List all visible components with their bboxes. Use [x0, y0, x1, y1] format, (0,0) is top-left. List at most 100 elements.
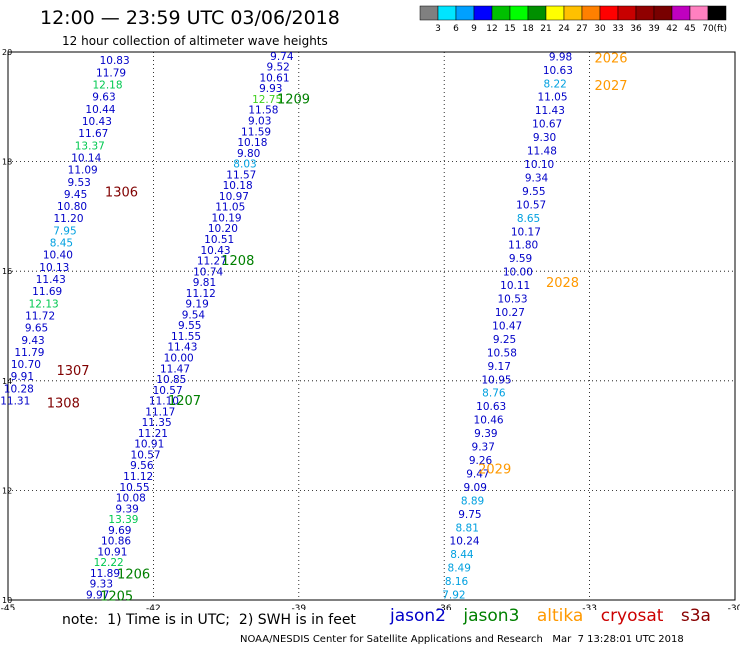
wave-height-value: 9.63	[92, 92, 115, 104]
wave-height-value: 9.47	[466, 468, 489, 480]
wave-height-value: 10.43	[82, 116, 112, 128]
wave-height-value: 12.18	[92, 80, 122, 92]
wave-height-value: 10.80	[57, 201, 87, 213]
wave-height-value: 10.83	[100, 55, 130, 67]
wave-height-value: 9.19	[185, 299, 208, 311]
wave-height-value: 10.28	[4, 383, 34, 395]
x-tick-label: -42	[146, 604, 161, 610]
x-tick-label: -30	[728, 604, 740, 610]
wave-height-value: 9.54	[182, 309, 206, 321]
y-tick-label: 12	[2, 486, 12, 495]
colorbar-label: 30	[594, 24, 606, 34]
wave-height-value: 9.43	[21, 335, 44, 347]
wave-height-value: 9.33	[90, 579, 113, 591]
wave-height-value: 7.92	[442, 590, 465, 602]
wave-height-colorbar: 3 6 9 12 15 18 21 24 27 30 33 36 39 42 45 70 (ft)	[419, 5, 727, 34]
wave-height-value: 7.95	[53, 225, 76, 237]
wave-height-value: 9.75	[458, 509, 481, 521]
wave-height-value: 11.58	[248, 105, 278, 117]
wave-height-value: 10.18	[237, 137, 267, 149]
colorbar-label: 70	[702, 24, 714, 34]
track-id-label: 1205	[100, 590, 133, 605]
page-subtitle: 12 hour collection of altimeter wave hei…	[62, 34, 328, 48]
track-id-label: 1308	[47, 397, 80, 412]
legend-jason3: jason3	[463, 606, 520, 626]
y-tick-label: 14	[2, 377, 12, 386]
wave-height-value: 9.09	[464, 482, 487, 494]
wave-height-value: 13.39	[108, 514, 138, 526]
colorbar-label: 15	[504, 24, 515, 34]
wave-height-value: 10.47	[492, 320, 522, 332]
wave-height-value: 10.40	[43, 250, 73, 262]
wave-height-value: 11.59	[241, 126, 271, 138]
wave-height-value: 9.91	[11, 371, 34, 383]
track-id-label: 1206	[117, 568, 150, 583]
x-tick-label: -39	[291, 604, 306, 610]
wave-height-value: 11.09	[68, 165, 98, 177]
y-tick-label: 10	[2, 596, 12, 605]
wave-height-value: 11.80	[508, 240, 538, 252]
wave-height-value: 13.37	[75, 140, 105, 152]
wave-height-value: 10.18	[223, 180, 253, 192]
wave-height-value: 10.44	[85, 104, 115, 116]
wave-height-value: 11.89	[90, 568, 120, 580]
wave-height-value: 11.79	[96, 67, 126, 79]
wave-height-value: 10.85	[156, 374, 186, 386]
wave-height-value: 10.97	[219, 191, 249, 203]
colorbar-label: 39	[648, 24, 660, 34]
legend-cryosat: cryosat	[600, 606, 664, 626]
wave-height-value: 9.80	[237, 148, 260, 160]
colorbar-label: 33	[612, 24, 623, 34]
wave-height-value: 8.45	[50, 238, 73, 250]
x-tick-label: -36	[437, 604, 452, 610]
wave-height-value: 9.39	[115, 503, 138, 515]
colorbar-label: 21	[540, 24, 551, 34]
wave-height-value: 11.21	[138, 428, 168, 440]
wave-height-value: 10.08	[116, 493, 146, 505]
wave-height-value: 8.76	[482, 388, 506, 400]
wave-height-value: 10.46	[474, 415, 504, 427]
wave-height-value: 11.72	[25, 310, 55, 322]
wave-height-value: 9.69	[108, 525, 131, 537]
track-id-label: 2026	[594, 51, 627, 66]
wave-height-value: 12.22	[94, 557, 124, 569]
wave-height-value: 8.49	[448, 563, 471, 575]
colorbar-label: 24	[558, 24, 570, 34]
wave-height-value: 11.12	[186, 288, 216, 300]
wave-height-value: 9.55	[178, 320, 201, 332]
legend-s3a: s3a	[680, 606, 711, 626]
wave-height-value: 11.69	[32, 286, 62, 298]
wave-height-value: 10.10	[524, 159, 554, 171]
wave-height-value: 10.57	[516, 199, 546, 211]
wave-height-value: 10.67	[532, 119, 562, 131]
track-id-label: 2027	[594, 79, 627, 94]
track-id-label: 2029	[478, 462, 511, 477]
wave-height-value: 8.44	[450, 549, 474, 561]
wave-height-value: 11.05	[215, 202, 245, 214]
colorbar-label: 42	[666, 24, 677, 34]
wave-height-value: 9.74	[270, 51, 294, 63]
wave-height-value: 10.14	[71, 152, 101, 164]
x-tick-label: -45	[1, 604, 16, 610]
wave-height-value: 8.22	[543, 78, 566, 90]
wave-height-value: 10.91	[97, 546, 127, 558]
track-id-label: 1209	[277, 93, 310, 108]
wave-height-value: 11.12	[123, 471, 153, 483]
colorbar-label: 12	[486, 24, 497, 34]
wave-height-value: 11.10	[149, 396, 179, 408]
plot-frame	[7, 51, 736, 601]
y-tick-label: 16	[2, 267, 12, 276]
wave-height-value: 11.48	[527, 146, 557, 158]
wave-height-value: 9.59	[509, 253, 532, 265]
wave-height-value: 10.61	[259, 72, 289, 84]
wave-height-value: 11.05	[537, 92, 567, 104]
wave-height-value: 11.43	[167, 342, 197, 354]
wave-height-value: 12.75	[252, 94, 282, 106]
wave-height-value: 9.81	[193, 277, 216, 289]
wave-height-value: 10.20	[208, 223, 238, 235]
wave-height-value: 10.53	[498, 294, 528, 306]
wave-height-value: 8.89	[461, 495, 484, 507]
wave-height-chart: -45 -42 -39 -36 -33 -3010121416182010.8311.79…	[0, 48, 740, 610]
wave-height-value: 10.51	[204, 234, 234, 246]
wave-height-value: 9.39	[474, 428, 497, 440]
